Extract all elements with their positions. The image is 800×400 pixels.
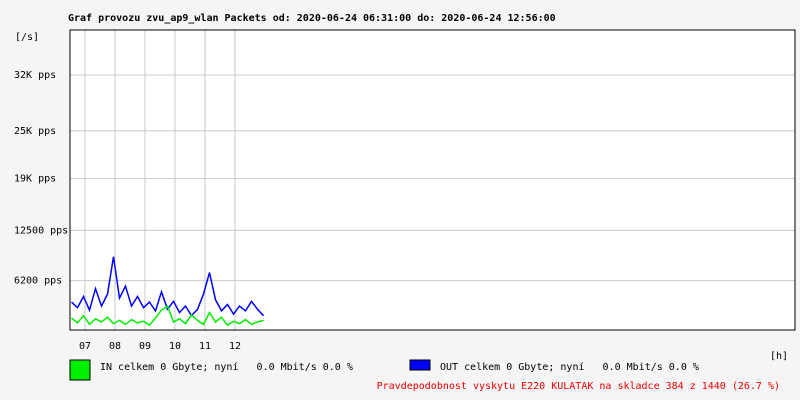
x-tick-label: 07 [79, 341, 91, 352]
legend-swatch [409, 359, 431, 371]
x-tick-label: 09 [139, 341, 151, 352]
y-tick-label: 12500 pps [14, 225, 68, 236]
legend-label: OUT celkem 0 Gbyte; nyní 0.0 Mbit/s 0.0 … [440, 361, 699, 373]
y-tick-label: 6200 pps [14, 276, 62, 287]
x-tick-label: 08 [109, 341, 121, 352]
y-axis-label: [/s] [15, 32, 39, 43]
footer-note: Pravdepodobnost vyskytu E220 KULATAK na … [377, 381, 780, 392]
x-tick-label: 11 [199, 341, 211, 352]
plot-frame [69, 29, 796, 331]
legend-swatch [69, 359, 91, 381]
data-line [70, 256, 265, 317]
x-tick-label: 12 [229, 341, 241, 352]
y-tick-label: 25K pps [14, 126, 56, 137]
y-tick-label: 32K pps [14, 70, 56, 81]
x-axis-label: [h] [770, 351, 788, 362]
plot-area [70, 30, 795, 330]
chart-title: Graf provozu zvu_ap9_wlan Packets od: 20… [68, 13, 556, 24]
y-tick-label: 19K pps [14, 174, 56, 185]
legend-label: IN celkem 0 Gbyte; nyní 0.0 Mbit/s 0.0 % [100, 361, 353, 373]
x-tick-label: 10 [169, 341, 181, 352]
data-line [71, 304, 264, 327]
